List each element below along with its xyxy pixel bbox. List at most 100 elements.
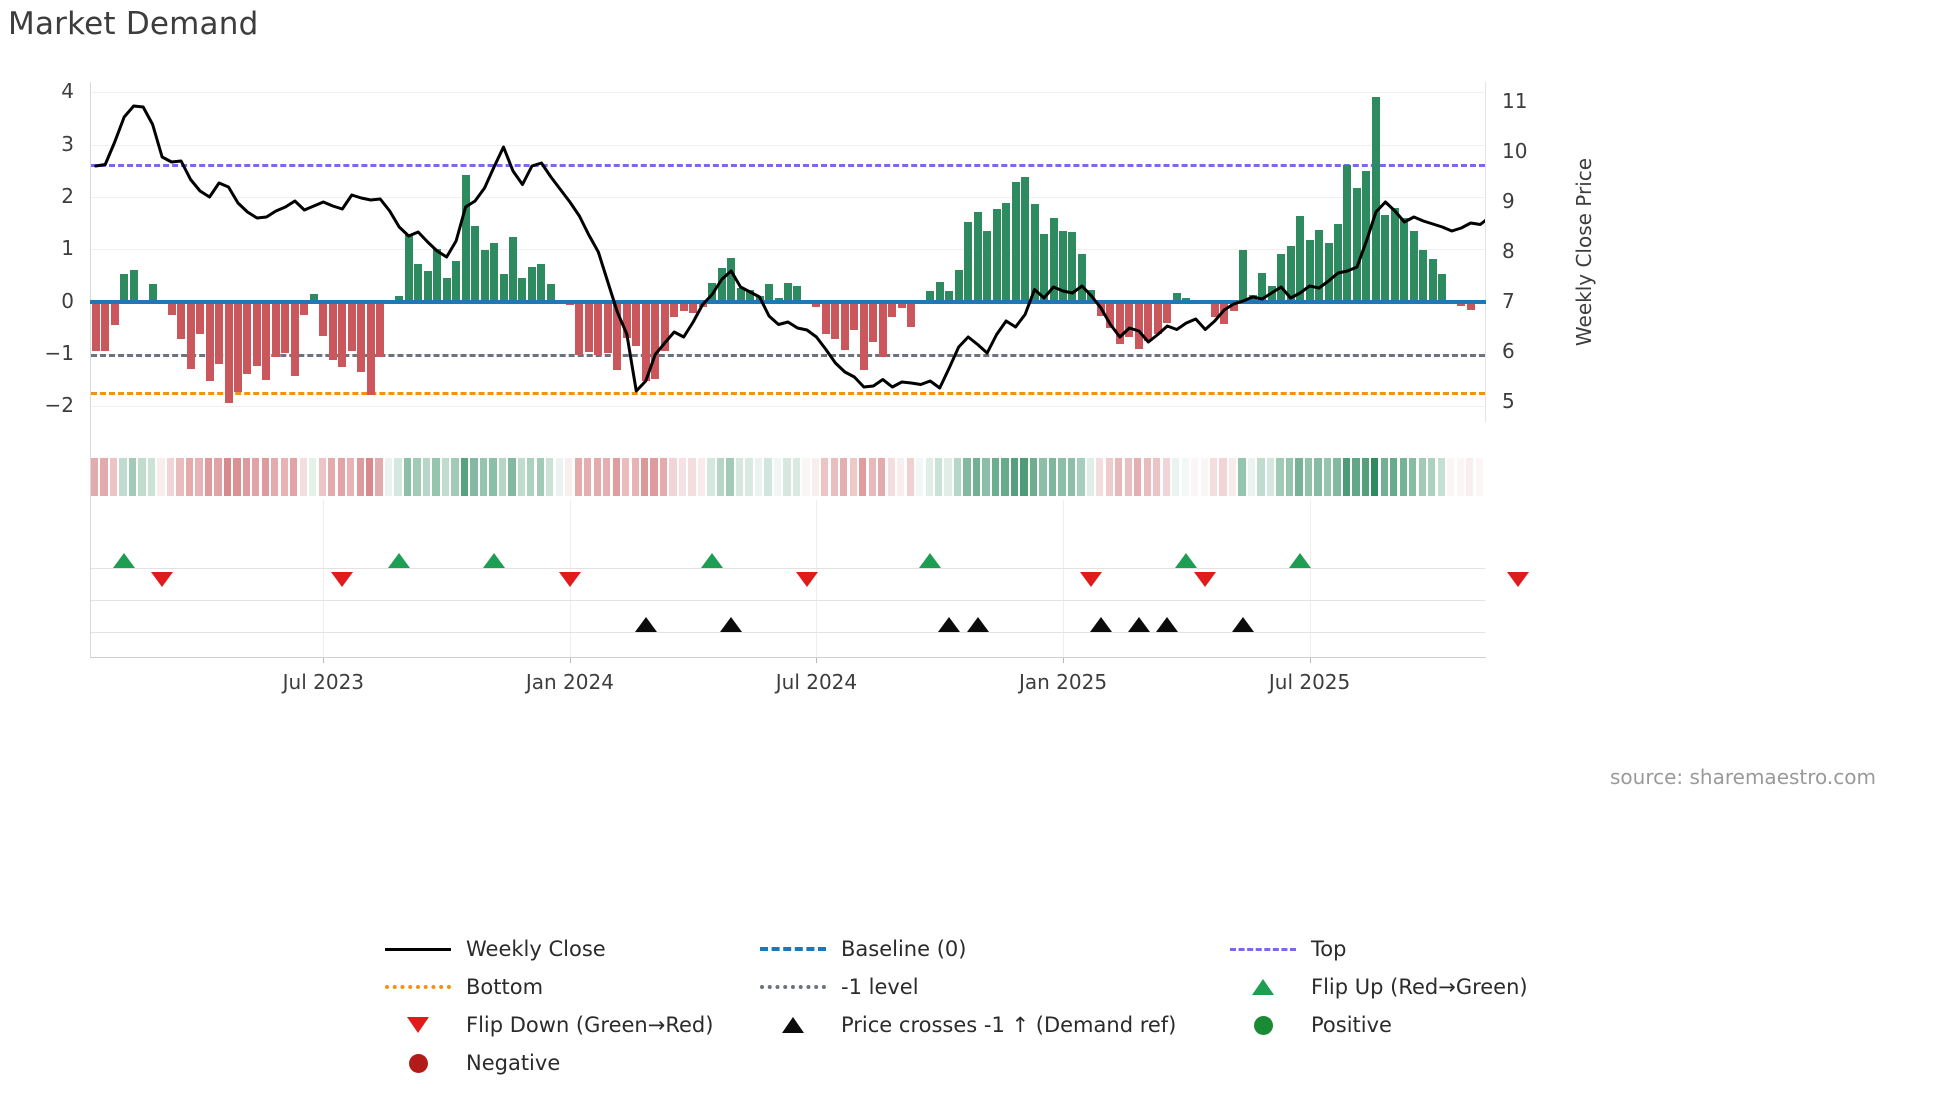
baseline-cap	[1209, 299, 1221, 304]
heatmap-cell	[384, 458, 393, 496]
demand-bar	[1296, 215, 1305, 302]
demand-bar	[1409, 231, 1418, 302]
legend-item-flip-down[interactable]: Flip Down (Green→Red)	[382, 1006, 757, 1044]
heatmap-cell	[792, 458, 801, 496]
heatmap-cell	[1304, 458, 1313, 496]
legend-item-positive[interactable]: Positive	[1227, 1006, 1627, 1044]
heatmap-cell	[659, 458, 668, 496]
marker-row-divider	[91, 632, 1485, 633]
demand-bar	[1400, 218, 1409, 302]
heatmap-cell	[584, 458, 592, 496]
heatmap-cell	[290, 458, 298, 496]
flip-up-marker	[388, 553, 411, 568]
legend-item-negative[interactable]: Negative	[382, 1044, 757, 1082]
heatmap-cell	[925, 458, 933, 496]
heatmap-cell	[176, 458, 184, 496]
legend-label: Negative	[466, 1051, 561, 1075]
legend-item-weekly-close[interactable]: Weekly Close	[382, 930, 757, 968]
baseline-cap	[1029, 299, 1041, 304]
demand-bar	[983, 230, 992, 302]
legend-item-baseline[interactable]: Baseline (0)	[757, 930, 1227, 968]
demand-bar	[414, 263, 423, 302]
demand-bar	[233, 301, 242, 392]
heatmap-cell	[128, 458, 137, 496]
demand-bar	[1438, 274, 1447, 302]
baseline-cap	[535, 299, 547, 304]
baseline-cap	[412, 299, 424, 304]
flip-down-marker	[151, 572, 174, 587]
heatmap-cell	[849, 458, 857, 496]
demand-bar	[926, 291, 935, 302]
demand-bar	[1343, 164, 1352, 302]
baseline-cap	[166, 299, 178, 304]
plot-right-spine	[1485, 82, 1486, 422]
legend-item-minus1-level[interactable]: -1 level	[757, 968, 1227, 1006]
legend-item-top[interactable]: Top	[1227, 930, 1627, 968]
demand-bar	[765, 283, 774, 302]
dashed-blue-line-icon	[757, 947, 829, 951]
demand-bar	[897, 301, 906, 308]
demand-bar	[357, 301, 366, 373]
heatmap-cell	[1437, 458, 1445, 496]
heatmap-cell	[1456, 458, 1464, 496]
baseline-cap	[1123, 299, 1135, 304]
baseline-cap	[204, 299, 216, 304]
baseline-cap	[592, 299, 604, 304]
baseline-cap	[1190, 299, 1202, 304]
solid-black-line-icon	[382, 947, 454, 951]
demand-bar	[1106, 301, 1115, 328]
flip-down-marker	[795, 572, 818, 587]
y-axis-left-tick: 0	[61, 288, 74, 313]
heatmap-cell	[508, 458, 516, 496]
flip-down-marker	[558, 572, 581, 587]
heatmap-cell	[991, 458, 1000, 496]
demand-bar	[935, 281, 944, 302]
demand-bar	[793, 286, 802, 302]
baseline-cap	[279, 299, 291, 304]
baseline-cap	[441, 299, 453, 304]
demand-bar	[660, 301, 669, 352]
baseline-cap	[1133, 299, 1145, 304]
legend-item-bottom[interactable]: Bottom	[382, 968, 757, 1006]
heatmap-cell	[783, 458, 791, 496]
heatmap-cell	[934, 458, 943, 496]
y-axis-left-tick: 3	[61, 131, 74, 156]
demand-bar	[840, 301, 849, 350]
legend-label: Weekly Close	[466, 937, 606, 961]
price-cross-up-marker	[1127, 617, 1150, 632]
heatmap-cell	[195, 458, 203, 496]
reference-line-1-level	[91, 354, 1485, 357]
baseline-cap	[298, 299, 310, 304]
heatmap-cell	[878, 458, 886, 496]
demand-bar	[1163, 301, 1172, 323]
demand-bar	[319, 301, 328, 336]
heatmap-cell	[223, 458, 232, 496]
flip-up-marker	[483, 553, 506, 568]
heatmap-cell	[916, 458, 924, 496]
price-cross-up-marker	[1089, 617, 1112, 632]
y-axis-right-tick: 9	[1502, 189, 1515, 213]
demand-bar	[670, 301, 679, 318]
x-axis-tick-label: Jan 2025	[1018, 670, 1108, 694]
price-cross-up-marker	[634, 617, 657, 632]
y-axis-right-tick: 6	[1502, 339, 1515, 363]
demand-bar	[1030, 204, 1039, 302]
baseline-cap	[1161, 299, 1173, 304]
heatmap-cell	[214, 458, 222, 496]
price-cross-up-marker	[966, 617, 989, 632]
heatmap-cell	[906, 458, 914, 496]
dotted-gray-line-icon	[757, 985, 829, 989]
demand-bar	[603, 301, 612, 353]
flip-down-marker	[331, 572, 354, 587]
legend-label: Baseline (0)	[841, 937, 967, 961]
baseline-cap	[1010, 299, 1022, 304]
heatmap-cell	[261, 458, 269, 496]
heatmap-cell	[868, 458, 876, 496]
legend-item-price-cross[interactable]: Price crosses -1 ↑ (Demand ref)	[757, 1006, 1227, 1044]
demand-bar	[490, 243, 499, 302]
heatmap-cell	[773, 458, 782, 496]
baseline-cap	[1085, 299, 1097, 304]
heatmap-cell	[1342, 458, 1351, 496]
baseline-cap	[867, 299, 879, 304]
legend-item-flip-up[interactable]: Flip Up (Red→Green)	[1227, 968, 1627, 1006]
